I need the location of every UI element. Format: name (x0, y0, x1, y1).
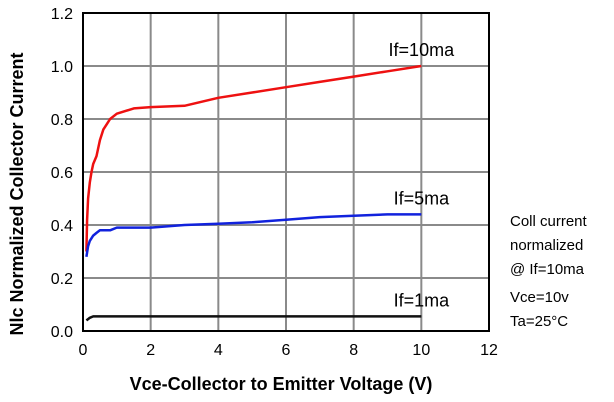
series-line-2 (85, 315, 422, 322)
y-tick-label: 0.2 (51, 271, 73, 288)
y-axis-ticks: 0.0 0.2 0.4 0.6 0.8 1.0 1.2 (51, 6, 73, 341)
series-label-0: If=10ma (389, 40, 456, 60)
x-tick-label: 12 (480, 342, 498, 359)
series-line-1 (85, 213, 422, 257)
y-tick-label: 1.2 (51, 6, 73, 23)
annotation-line-5: Ta=25°C (510, 313, 568, 330)
plot-frame (82, 12, 490, 332)
series-labels: If=10ma If=5ma If=1ma (389, 40, 456, 310)
annotation-line-4: Vce=10v (510, 289, 569, 306)
x-tick-label: 2 (146, 342, 155, 359)
grid (83, 13, 489, 331)
x-tick-label: 6 (282, 342, 291, 359)
y-tick-label: 0.8 (51, 112, 73, 129)
annotation-line-2: normalized (510, 237, 583, 254)
series-label-2: If=1ma (394, 290, 451, 310)
x-tick-label: 4 (214, 342, 223, 359)
y-tick-label: 0.4 (51, 218, 73, 235)
series-line-0 (85, 64, 422, 252)
x-tick-label: 8 (349, 342, 358, 359)
series-label-1: If=5ma (394, 188, 451, 208)
y-tick-label: 0.0 (51, 324, 73, 341)
x-tick-label: 0 (79, 342, 88, 359)
x-axis-title: Vce-Collector to Emitter Voltage (V) (130, 374, 433, 394)
y-axis-title: Nlc Normalized Collector Current (7, 52, 27, 335)
x-tick-label: 10 (412, 342, 430, 359)
x-axis-ticks: 0 2 4 6 8 10 12 (79, 342, 498, 359)
y-tick-label: 0.6 (51, 165, 73, 182)
annotation-block: Coll current normalized @ If=10ma Vce=10… (510, 213, 588, 330)
annotation-line-1: Coll current (510, 213, 588, 230)
series-group (85, 64, 422, 322)
annotation-line-3: @ If=10ma (510, 261, 585, 278)
y-tick-label: 1.0 (51, 59, 73, 76)
